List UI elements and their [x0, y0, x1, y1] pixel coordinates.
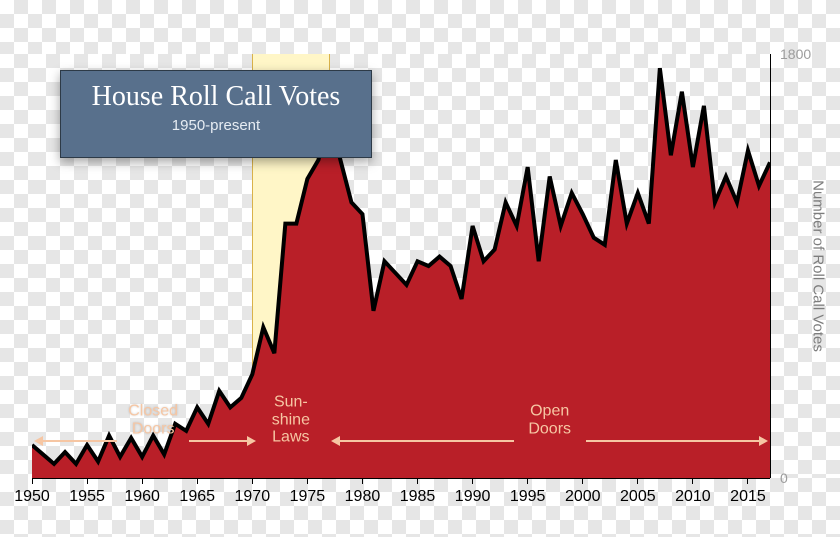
chart-title: House Roll Call Votes [61, 81, 371, 113]
x-tick-label: 1995 [510, 488, 546, 506]
x-tick-label: 2015 [730, 488, 766, 506]
x-tick [692, 478, 693, 484]
x-tick [142, 478, 143, 484]
x-tick-label: 2000 [565, 488, 601, 506]
y-tick-label: 1800 [780, 46, 811, 62]
era-arrowhead-closed-doors-left [34, 436, 43, 446]
x-tick [32, 478, 33, 484]
era-arrowhead-open-doors-right [759, 436, 768, 446]
x-tick [527, 478, 528, 484]
x-tick-label: 1975 [290, 488, 326, 506]
chart-title-box: House Roll Call Votes 1950-present [60, 70, 372, 158]
x-tick-label: 1980 [345, 488, 381, 506]
era-arrowhead-open-doors-left [331, 436, 340, 446]
chart-subtitle: 1950-present [61, 117, 371, 134]
x-tick [417, 478, 418, 484]
era-arrow-open-doors-left [340, 440, 513, 442]
x-tick-label: 1965 [179, 488, 215, 506]
x-tick [87, 478, 88, 484]
x-tick-label: 1955 [69, 488, 105, 506]
x-tick [362, 478, 363, 484]
y-axis-right [770, 54, 771, 478]
y-axis-label: Number of Roll Call Votes [810, 180, 827, 352]
y-tick-label: 0 [780, 470, 788, 486]
x-tick [637, 478, 638, 484]
x-tick [472, 478, 473, 484]
era-arrow-closed-doors-right [189, 440, 247, 442]
x-tick-label: 1985 [400, 488, 436, 506]
x-tick-label: 2005 [620, 488, 656, 506]
x-tick-label: 1950 [14, 488, 50, 506]
x-tick-label: 1990 [455, 488, 491, 506]
era-arrow-closed-doors-left [43, 440, 117, 442]
era-arrowhead-closed-doors-right [247, 436, 256, 446]
era-arrow-open-doors-right [586, 440, 759, 442]
x-tick-label: 2010 [675, 488, 711, 506]
x-tick [252, 478, 253, 484]
x-tick [582, 478, 583, 484]
x-tick [307, 478, 308, 484]
x-tick-label: 1970 [235, 488, 271, 506]
era-label-open-doors: Open Doors [528, 402, 571, 437]
era-label-sunshine-laws: Sun- shine Laws [272, 394, 310, 447]
x-tick-label: 1960 [124, 488, 160, 506]
era-label-closed-doors: Closed Doors [128, 402, 178, 437]
x-tick [747, 478, 748, 484]
x-axis [32, 478, 770, 479]
x-tick [197, 478, 198, 484]
